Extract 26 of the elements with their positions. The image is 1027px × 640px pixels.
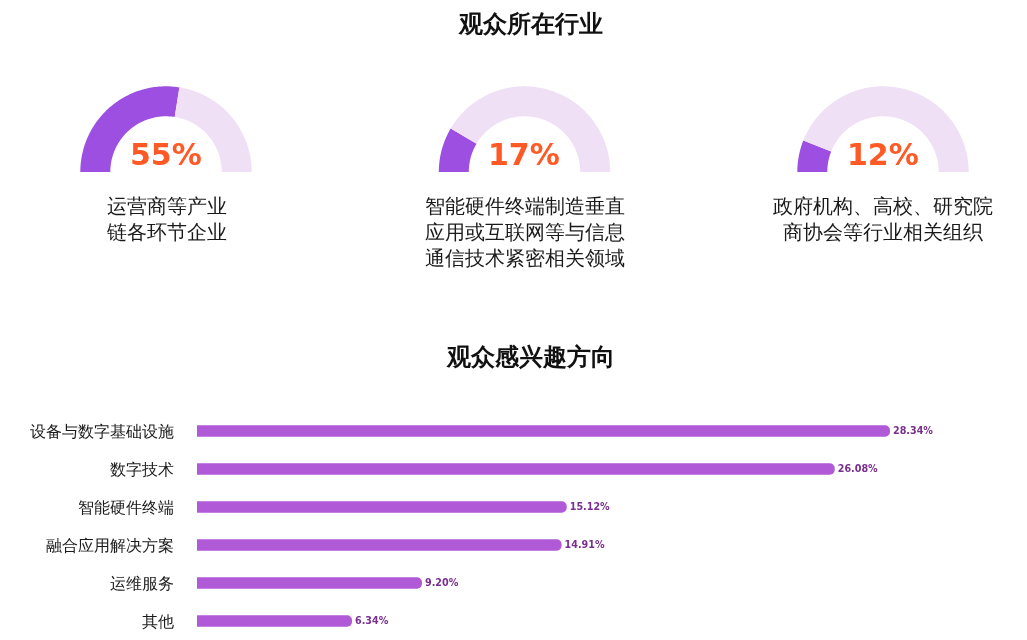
text: 17% bbox=[488, 137, 560, 172]
y-tick-label: 数字技术 bbox=[110, 459, 174, 479]
y-tick-label: 其他 bbox=[142, 611, 174, 631]
bar bbox=[197, 425, 890, 437]
bar bbox=[197, 539, 562, 551]
bar bbox=[197, 615, 353, 627]
text: 智能硬件终端制造垂直应用或互联网等与信息通信技术紧密相关领域 bbox=[425, 194, 625, 270]
y-tick-label: 智能硬件终端 bbox=[78, 497, 174, 517]
data-label: 6.34% bbox=[355, 615, 389, 627]
text: 12% bbox=[847, 137, 919, 172]
bar bbox=[197, 463, 835, 475]
text: 55% bbox=[130, 137, 202, 172]
data-label: 15.12% bbox=[569, 501, 611, 513]
data-label: 26.08% bbox=[837, 463, 879, 475]
data-label: 14.91% bbox=[564, 539, 605, 551]
text: 观众所在行业 bbox=[458, 10, 603, 38]
data-label: 9.20% bbox=[424, 577, 459, 589]
data-label: 28.34% bbox=[893, 425, 934, 437]
chart-title: 观众感兴趣方向 bbox=[446, 343, 615, 371]
text: 政府机构、高校、研究院商协会等行业相关组织 bbox=[773, 194, 993, 244]
y-tick-label: 运维服务 bbox=[110, 573, 174, 593]
text: 运营商等产业链各环节企业 bbox=[106, 194, 227, 244]
bar bbox=[197, 577, 422, 589]
y-tick-label: 设备与数字基础设施 bbox=[30, 421, 174, 441]
bar bbox=[197, 501, 567, 513]
y-tick-label: 融合应用解决方案 bbox=[46, 535, 174, 555]
